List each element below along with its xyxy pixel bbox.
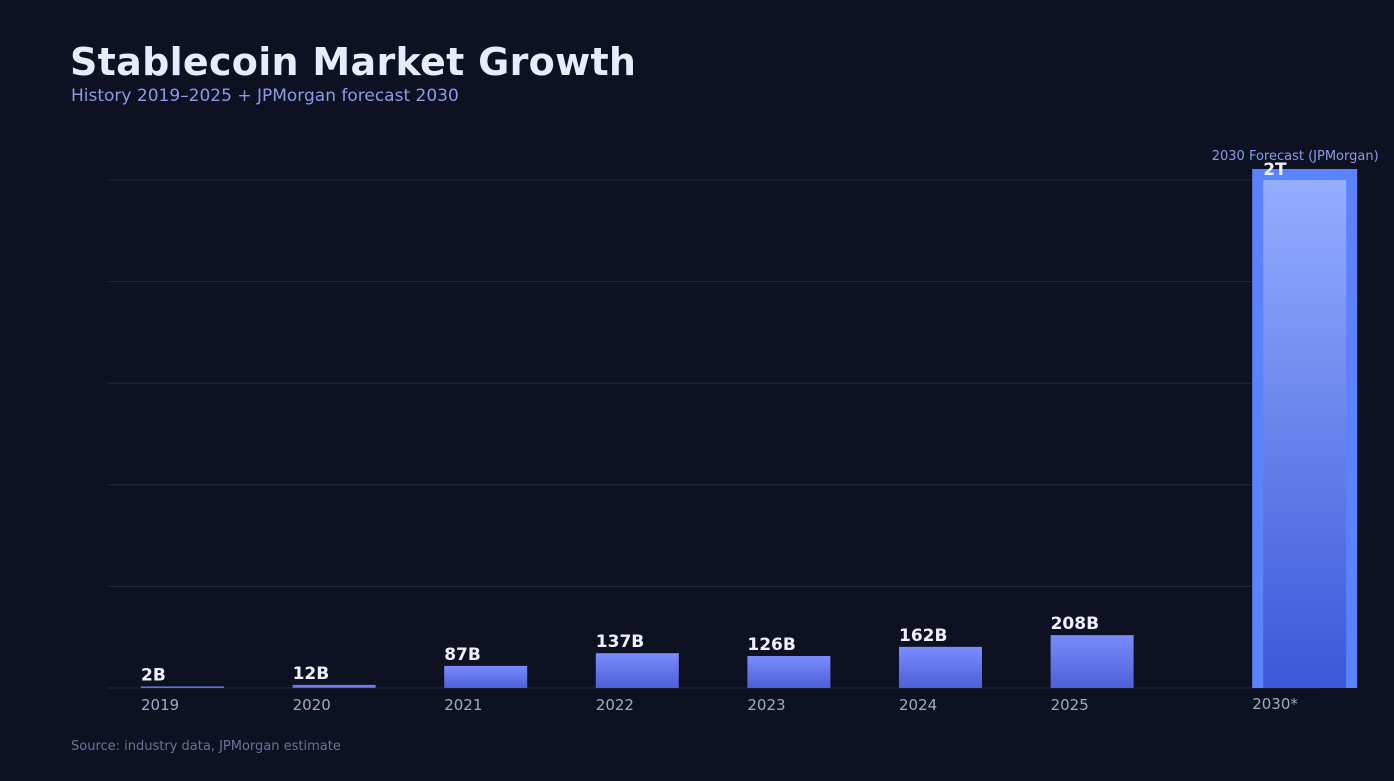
- x-tick-2021: 2021: [444, 696, 482, 714]
- bar-2023: [747, 655, 831, 688]
- labels: 2B 2019 12B 2020 87B 2021 137B 2022 126B 2023 162B…: [141, 149, 1379, 714]
- value-label-2023: 126B: [747, 635, 795, 655]
- chart-subtitle: History 2019–2025 + JPMorgan forecast 20…: [71, 86, 459, 106]
- value-label-2021: 87B: [444, 645, 481, 665]
- x-tick-2019: 2019: [141, 696, 179, 714]
- x-tick-2025: 2025: [1051, 696, 1089, 714]
- x-tick-2030*: 2030*: [1252, 695, 1298, 713]
- bar-2019: [141, 686, 224, 688]
- value-label-2025: 208B: [1051, 614, 1099, 634]
- x-tick-2020: 2020: [293, 696, 331, 714]
- x-tick-2024: 2024: [899, 696, 937, 714]
- bar-2025: [1050, 635, 1134, 688]
- x-tick-2023: 2023: [747, 696, 785, 714]
- value-label-2024: 162B: [899, 626, 947, 646]
- source-note: Source: industry data, JPMorgan estimate: [71, 739, 341, 754]
- value-label-2019: 2B: [141, 666, 166, 686]
- value-label-2020: 12B: [293, 664, 330, 684]
- x-tick-2022: 2022: [596, 696, 634, 714]
- value-label-2030*: 2T: [1263, 160, 1287, 180]
- chart-title: Stablecoin Market Growth: [70, 40, 637, 84]
- gridlines: [107, 179, 1321, 689]
- bar-2030*: [1263, 180, 1347, 688]
- value-label-2022: 137B: [596, 632, 644, 652]
- bar-2020: [292, 684, 376, 688]
- forecast-label: 2030 Forecast (JPMorgan): [1212, 149, 1379, 164]
- bar-2022: [595, 653, 679, 688]
- bar-2021: [444, 665, 528, 688]
- bar-2024: [899, 646, 982, 688]
- bars: [141, 169, 1358, 688]
